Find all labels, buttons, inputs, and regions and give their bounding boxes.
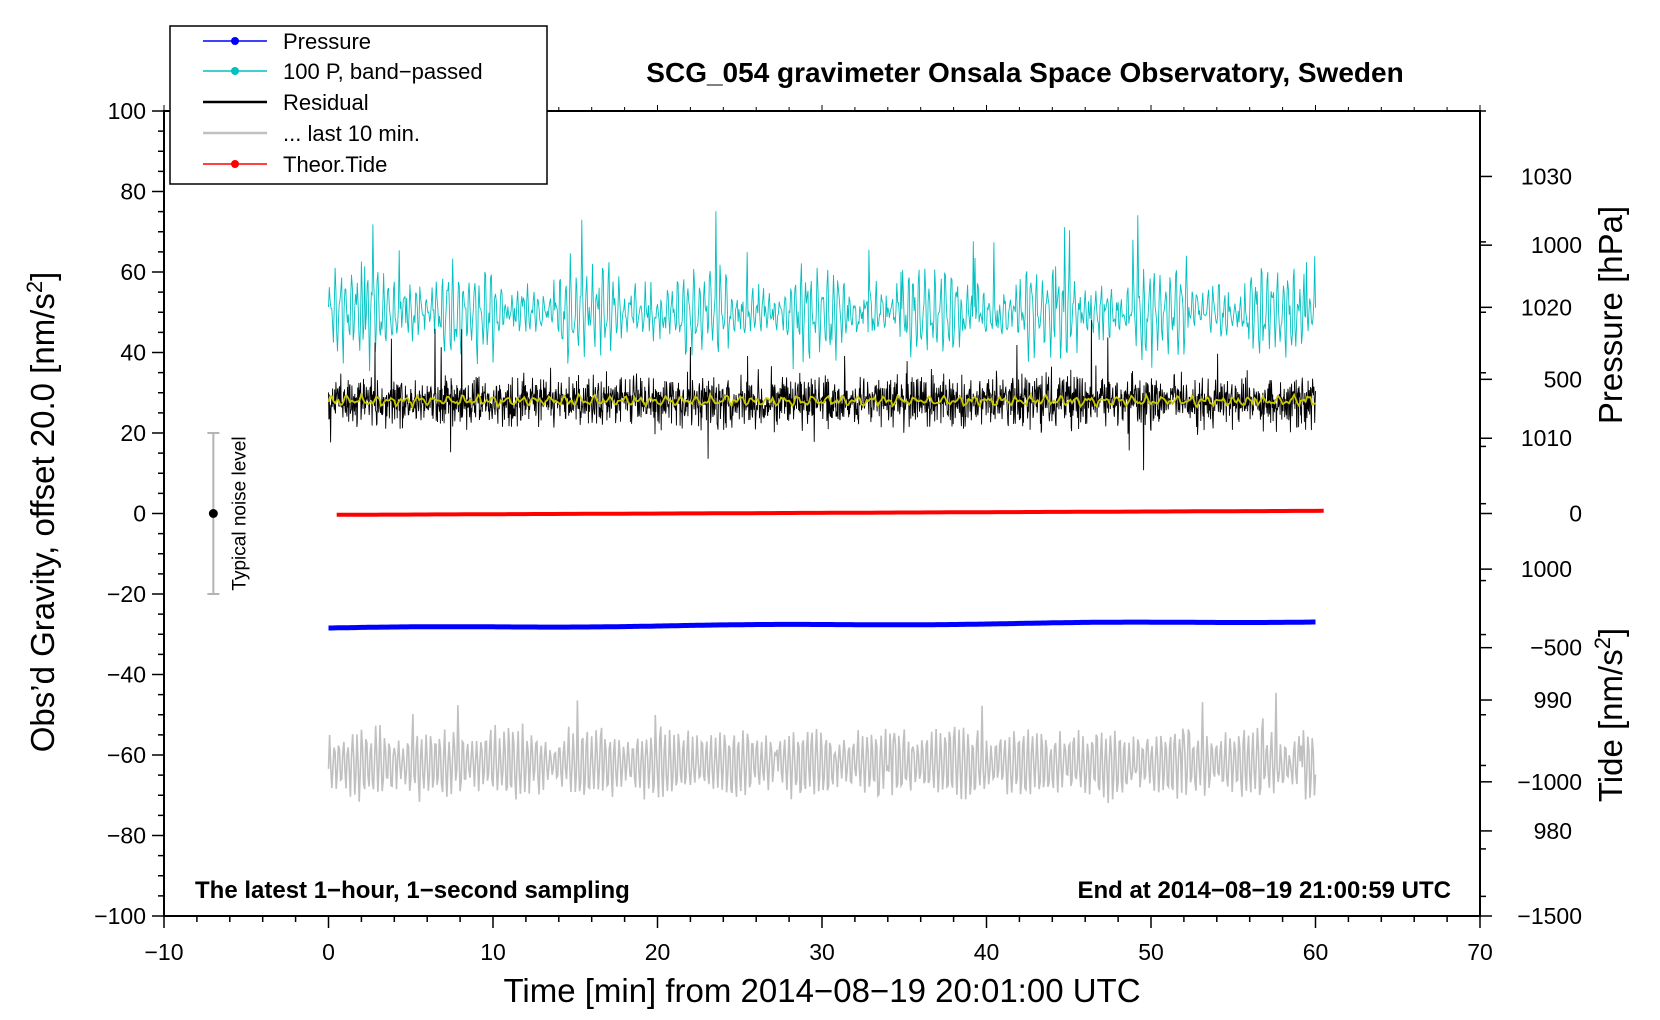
series-residual-line bbox=[328, 320, 1316, 471]
y-tick-label: −20 bbox=[107, 581, 146, 607]
y-tick-label: 0 bbox=[133, 501, 146, 527]
pressure-tick-label: 1010 bbox=[1521, 425, 1572, 451]
x-tick-label: 50 bbox=[1138, 939, 1164, 965]
pressure-axis-label: Pressure [hPa] bbox=[1592, 206, 1629, 424]
pressure-tick-label: 1030 bbox=[1521, 163, 1572, 189]
legend-label-pressure: Pressure bbox=[283, 29, 371, 54]
y-axis-left-label: Obs’d Gravity, offset 20.0 [nm/s2] bbox=[22, 272, 61, 753]
series-last10-line bbox=[327, 692, 1317, 804]
y-tick-label: 60 bbox=[120, 259, 146, 285]
legend-item-last10: ... last 10 min. bbox=[203, 121, 420, 146]
pressure-tick-label: 1000 bbox=[1521, 556, 1572, 582]
tide-axis-label: Tide [nm/s2] bbox=[1590, 628, 1629, 802]
x-axis-label: Time [min] from 2014−08−19 20:01:00 UTC bbox=[503, 972, 1140, 1009]
x-tick-label: 30 bbox=[809, 939, 835, 965]
legend-item-residual: Residual bbox=[203, 90, 369, 115]
y-tick-label: −60 bbox=[107, 742, 146, 768]
legend: Pressure 100 P, band−passed Residual ...… bbox=[169, 25, 548, 185]
x-tick-label: 70 bbox=[1467, 939, 1493, 965]
legend-item-tide: Theor.Tide bbox=[203, 152, 387, 177]
x-tick-label: 40 bbox=[974, 939, 1000, 965]
y-tick-label: 40 bbox=[120, 340, 146, 366]
legend-marker-tide bbox=[231, 160, 239, 168]
pressure-tick-label: 990 bbox=[1534, 687, 1572, 713]
legend-label-last10: ... last 10 min. bbox=[283, 121, 420, 146]
series-tide-line bbox=[336, 508, 1324, 517]
tide-tick-label: −500 bbox=[1530, 635, 1582, 661]
y-axis-left: 100 80 60 40 20 0 −20 −40 −60 −80 −100 bbox=[94, 98, 164, 929]
tide-tick-label: −1000 bbox=[1517, 769, 1582, 795]
y-tick-label: 20 bbox=[120, 420, 146, 446]
y-tick-label: −40 bbox=[107, 662, 146, 688]
x-tick-label: −10 bbox=[144, 939, 183, 965]
series-residual-smoothed-line bbox=[327, 391, 1316, 411]
y-axis-pressure: 1030 1020 1010 1000 990 980 bbox=[1480, 110, 1572, 898]
x-tick-label: 0 bbox=[322, 939, 335, 965]
x-axis: −10 0 10 20 30 40 50 60 70 bbox=[144, 105, 1493, 965]
note-sampling: The latest 1−hour, 1−second sampling bbox=[195, 877, 630, 904]
tide-axis-label-sup: 2 bbox=[1590, 637, 1615, 649]
legend-label-residual: Residual bbox=[283, 90, 369, 115]
pressure-tick-label: 980 bbox=[1534, 818, 1572, 844]
note-end-time: End at 2014−08−19 21:00:59 UTC bbox=[1077, 877, 1451, 904]
y-tick-label: 100 bbox=[108, 98, 146, 124]
series-layer bbox=[327, 211, 1324, 804]
legend-item-bandpassed: 100 P, band−passed bbox=[203, 59, 483, 84]
x-tick-label: 10 bbox=[480, 939, 506, 965]
tide-tick-label: −1500 bbox=[1517, 903, 1582, 929]
noise-level-indicator: Typical noise level bbox=[207, 432, 250, 595]
series-bandpassed-line bbox=[328, 211, 1316, 372]
y-tick-label: −80 bbox=[107, 823, 146, 849]
noise-level-label: Typical noise level bbox=[229, 436, 250, 590]
pressure-tick-label: 1020 bbox=[1521, 294, 1572, 320]
y-tick-label: −100 bbox=[94, 903, 146, 929]
legend-label-bandpassed: 100 P, band−passed bbox=[283, 59, 483, 84]
y-axis-tide: 1000 500 0 −500 −1000 −1500 bbox=[1480, 232, 1582, 929]
legend-item-pressure: Pressure bbox=[203, 29, 371, 54]
x-tick-label: 20 bbox=[645, 939, 671, 965]
x-tick-label: 60 bbox=[1303, 939, 1329, 965]
chart-title: SCG_054 gravimeter Onsala Space Observat… bbox=[646, 57, 1403, 88]
tide-tick-label: 0 bbox=[1569, 501, 1582, 527]
y-tick-label: 80 bbox=[120, 179, 146, 205]
legend-box bbox=[169, 25, 548, 185]
noise-level-dot bbox=[208, 509, 218, 518]
y-axis-left-label-sup: 2 bbox=[22, 281, 47, 293]
legend-marker-bandpassed bbox=[231, 67, 239, 75]
legend-marker-pressure bbox=[231, 37, 239, 45]
tide-tick-label: 1000 bbox=[1531, 232, 1582, 258]
legend-label-tide: Theor.Tide bbox=[283, 152, 387, 177]
tide-tick-label: 500 bbox=[1544, 366, 1582, 392]
series-pressure-line bbox=[328, 619, 1316, 631]
